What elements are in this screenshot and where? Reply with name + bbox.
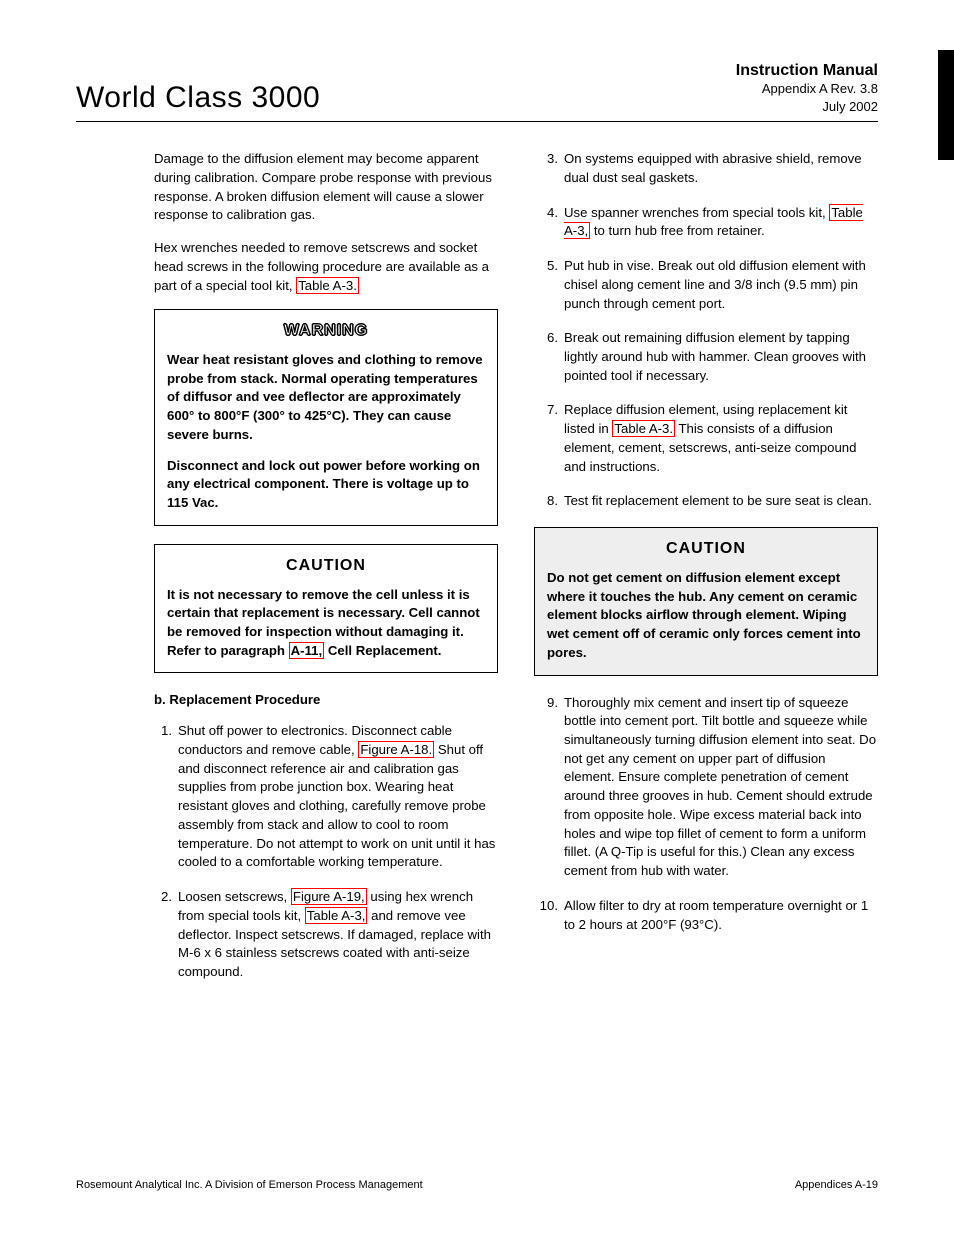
step-text: On systems equipped with abrasive shield…: [564, 150, 878, 187]
doc-date: July 2002: [736, 98, 878, 116]
ref-table-a3-1[interactable]: Table A-3.: [296, 277, 359, 294]
step-num: 8.: [534, 492, 564, 511]
step-1: 1. Shut off power to electronics. Discon…: [154, 722, 498, 872]
step-text: Break out remaining diffusion element by…: [564, 329, 878, 385]
caution2-p: Do not get cement on diffusion element e…: [547, 569, 865, 663]
step-num: 6.: [534, 329, 564, 385]
step-4: 4. Use spanner wrenches from special too…: [534, 204, 878, 241]
step-num: 1.: [154, 722, 178, 872]
procedure-list-left: 1. Shut off power to electronics. Discon…: [154, 722, 498, 982]
step-text: Loosen setscrews, Figure A-19, using hex…: [178, 888, 498, 982]
manual-label: Instruction Manual: [736, 62, 878, 80]
step4-a: Use spanner wrenches from special tools …: [564, 205, 829, 220]
step1-b: Shut off and disconnect reference air an…: [178, 742, 495, 869]
caution-box-2: CAUTION Do not get cement on diffusion e…: [534, 527, 878, 675]
step-10: 10. Allow filter to dry at room temperat…: [534, 897, 878, 934]
footer-left: Rosemount Analytical Inc. A Division of …: [76, 1179, 423, 1191]
step-num: 9.: [534, 694, 564, 881]
caution-title-2: CAUTION: [547, 538, 865, 561]
ref-fig-a19[interactable]: Figure A-19,: [291, 888, 367, 905]
step-text: Use spanner wrenches from special tools …: [564, 204, 878, 241]
doc-meta: Instruction Manual Appendix A Rev. 3.8 J…: [736, 62, 878, 115]
step-6: 6. Break out remaining diffusion element…: [534, 329, 878, 385]
caution-box-1: CAUTION It is not necessary to remove th…: [154, 544, 498, 674]
warning-box: WARNING Wear heat resistant gloves and c…: [154, 309, 498, 526]
page-header: World Class 3000 Instruction Manual Appe…: [76, 62, 878, 122]
step-num: 2.: [154, 888, 178, 982]
step-3: 3. On systems equipped with abrasive shi…: [534, 150, 878, 187]
step-num: 5.: [534, 257, 564, 313]
para-damage: Damage to the diffusion element may beco…: [154, 150, 498, 225]
caution-title-1: CAUTION: [167, 555, 485, 578]
step-num: 7.: [534, 401, 564, 476]
step-text: Test fit replacement element to be sure …: [564, 492, 878, 511]
ref-fig-a18[interactable]: Figure A-18.: [358, 741, 434, 758]
para-hex: Hex wrenches needed to remove setscrews …: [154, 239, 498, 295]
appendix-rev: Appendix A Rev. 3.8: [736, 80, 878, 98]
step-num: 4.: [534, 204, 564, 241]
ref-table-a3-4[interactable]: Table A-3.: [612, 420, 675, 437]
step-9: 9. Thoroughly mix cement and insert tip …: [534, 694, 878, 881]
warning-title: WARNING: [167, 320, 485, 343]
procedure-list-right-a: 3. On systems equipped with abrasive shi…: [534, 150, 878, 511]
step-8: 8. Test fit replacement element to be su…: [534, 492, 878, 511]
step4-b: to turn hub free from retainer.: [590, 223, 764, 238]
ref-table-a3-2[interactable]: Table A-3,: [305, 907, 368, 924]
page-footer: Rosemount Analytical Inc. A Division of …: [76, 1179, 878, 1191]
warning-p2: Disconnect and lock out power before wor…: [167, 457, 485, 513]
step-2: 2. Loosen setscrews, Figure A-19, using …: [154, 888, 498, 982]
footer-right: Appendices A-19: [795, 1179, 878, 1191]
caution-p1-b: Cell Replacement.: [324, 643, 441, 658]
right-column: 3. On systems equipped with abrasive shi…: [534, 150, 878, 998]
warning-p1: Wear heat resistant gloves and clothing …: [167, 351, 485, 445]
step-text: Shut off power to electronics. Disconnec…: [178, 722, 498, 872]
page-body: World Class 3000 Instruction Manual Appe…: [0, 0, 954, 998]
step-num: 3.: [534, 150, 564, 187]
subhead-b: b. Replacement Procedure: [154, 691, 498, 710]
ref-a11[interactable]: A-11,: [289, 642, 325, 659]
left-column: Damage to the diffusion element may beco…: [76, 150, 498, 998]
caution-p1: It is not necessary to remove the cell u…: [167, 586, 485, 661]
side-tab: [938, 50, 954, 160]
procedure-list-right-b: 9. Thoroughly mix cement and insert tip …: [534, 694, 878, 935]
step-text: Allow filter to dry at room temperature …: [564, 897, 878, 934]
step-num: 10.: [534, 897, 564, 934]
step2-a: Loosen setscrews,: [178, 889, 291, 904]
doc-title: World Class 3000: [76, 81, 320, 115]
step-text: Put hub in vise. Break out old diffusion…: [564, 257, 878, 313]
step-text: Replace diffusion element, using replace…: [564, 401, 878, 476]
content-columns: Damage to the diffusion element may beco…: [76, 150, 878, 998]
step-7: 7. Replace diffusion element, using repl…: [534, 401, 878, 476]
step-text: Thoroughly mix cement and insert tip of …: [564, 694, 878, 881]
step-5: 5. Put hub in vise. Break out old diffus…: [534, 257, 878, 313]
